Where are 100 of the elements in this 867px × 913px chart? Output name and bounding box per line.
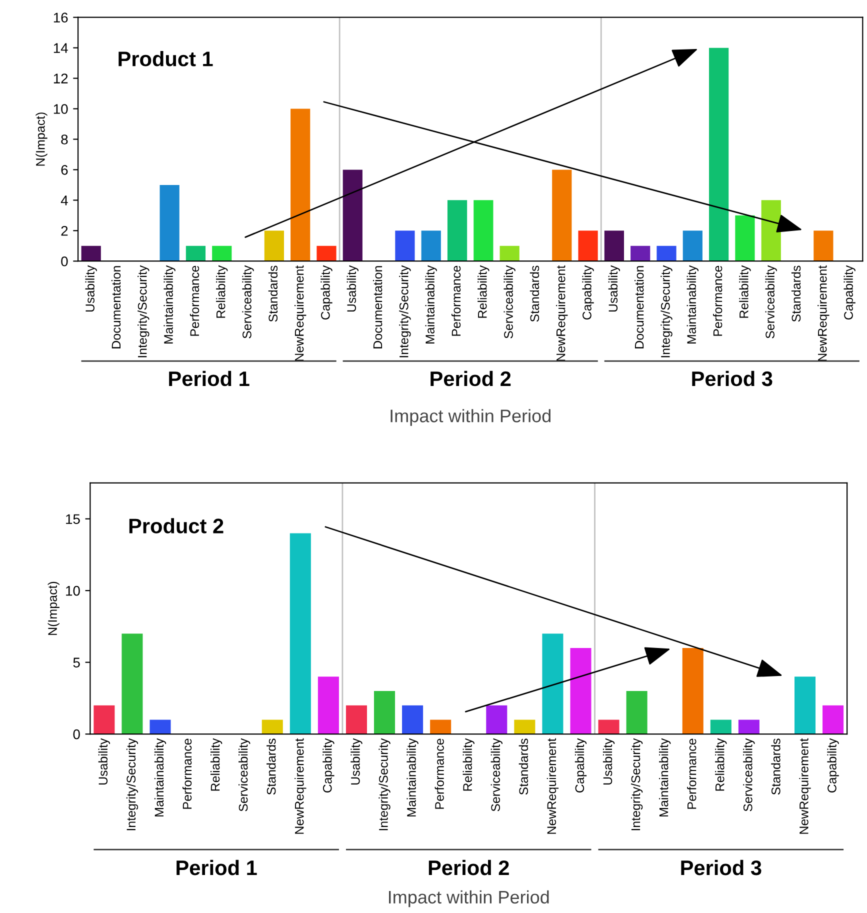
y-tick-label: 2 (61, 226, 68, 236)
bar (316, 246, 336, 262)
bar (290, 533, 311, 734)
y-tick-label: 16 (54, 12, 68, 23)
bar (656, 246, 676, 262)
bar (604, 230, 624, 262)
y-tick-label: 14 (54, 43, 68, 53)
bar (682, 648, 704, 734)
x-tick-label: Usability (602, 738, 615, 784)
bar (710, 720, 732, 734)
bar (395, 230, 415, 262)
x-tick-label: Documentation (372, 266, 382, 348)
x-tick-label: NewRequirement (294, 265, 306, 361)
x-tick-label: Integrity/Security (126, 738, 138, 830)
x-tick-label: Usability (350, 738, 362, 784)
y-axis-title: N(Impact) (48, 582, 60, 635)
y-tick-label: 0 (73, 729, 80, 740)
x-tick-label: Standards (771, 738, 780, 795)
y-tick-label: 10 (66, 586, 80, 596)
x-axis-title: Impact within Period (389, 890, 549, 908)
x-tick-label: Serviceability (765, 265, 777, 338)
x-tick-label: Maintainability (406, 738, 418, 816)
x-tick-label: Usability (608, 265, 620, 312)
x-axis-title: Impact within Period (390, 409, 550, 426)
x-tick-label: Performance (190, 266, 200, 336)
x-tick-label: NewRequirement (546, 738, 559, 834)
text: Period 2 (430, 370, 511, 386)
bar (738, 720, 760, 734)
y-tick-label: 5 (73, 658, 80, 668)
x-tick-label: Serviceability (743, 738, 755, 812)
y-tick-label: 15 (66, 514, 80, 524)
bar (346, 705, 367, 734)
y-tick-label: 4 (60, 196, 68, 206)
bar (486, 705, 508, 734)
x-tick-label: Performance (713, 266, 722, 336)
bar (122, 634, 143, 734)
x-tick-label: Integrity/Security (630, 738, 643, 830)
bar (186, 246, 206, 262)
x-tick-label: Reliability (216, 265, 228, 318)
x-tick-label: Integrity/Security (399, 265, 411, 358)
x-tick-label: Usability (346, 265, 358, 312)
annotation: Product 2 (129, 518, 224, 534)
x-tick-label: Reliability (739, 265, 751, 318)
bar (374, 691, 396, 734)
bar (814, 230, 834, 262)
bar (290, 108, 310, 262)
bar (402, 705, 424, 734)
x-tick-label: Standards (268, 266, 278, 322)
bar (81, 246, 101, 262)
bar (794, 676, 816, 734)
x-tick-label: Reliability (462, 738, 474, 791)
x-tick-label: Usability (98, 738, 110, 784)
y-tick-label: 0 (61, 256, 68, 266)
bar (262, 720, 283, 734)
x-tick-label: Capability (320, 265, 332, 320)
bar (578, 230, 598, 262)
x-tick-label: Documentation (634, 266, 644, 348)
x-tick-label: Capability (827, 738, 839, 792)
x-tick-label: Integrity/Security (138, 265, 150, 358)
text: Period 2 (428, 860, 509, 876)
x-tick-label: Serviceability (238, 738, 250, 812)
y-tick-label: 8 (61, 134, 68, 144)
x-tick-label: NewRequirement (556, 265, 568, 361)
text: Period 3 (692, 370, 772, 386)
y-tick-label: 6 (61, 165, 68, 175)
bar (421, 230, 441, 262)
bar (264, 230, 284, 262)
x-tick-label: Performance (451, 266, 461, 336)
x-tick-label: Standards (791, 266, 801, 322)
bar (94, 705, 115, 734)
bar (552, 170, 572, 262)
x-tick-label: Reliability (210, 738, 222, 791)
x-tick-label: Standards (530, 266, 540, 322)
x-tick-label: Integrity/Security (660, 265, 672, 358)
x-tick-label: Capability (582, 265, 594, 320)
x-tick-label: Reliability (715, 738, 727, 791)
text: Period 3 (681, 860, 762, 876)
x-tick-label: Documentation (111, 266, 121, 348)
bar (447, 200, 468, 262)
bar (160, 184, 180, 262)
x-tick-label: NewRequirement (294, 738, 306, 834)
bar (598, 720, 620, 734)
bar (150, 720, 171, 734)
bar (822, 705, 844, 734)
x-tick-label: Maintainability (659, 738, 671, 816)
x-tick-label: Serviceability (504, 265, 516, 338)
x-tick-label: Capability (844, 265, 856, 320)
bar (430, 720, 452, 734)
y-tick-label: 10 (54, 104, 68, 114)
x-tick-label: Integrity/Security (378, 738, 390, 830)
bar (342, 170, 362, 262)
x-tick-label: Capability (322, 738, 334, 792)
x-tick-label: Maintainability (164, 265, 176, 344)
x-tick-label: Performance (687, 738, 696, 809)
x-tick-label: Reliability (478, 265, 490, 318)
x-tick-label: NewRequirement (799, 738, 811, 834)
x-tick-label: Performance (182, 738, 192, 809)
text: Period 1 (176, 860, 257, 876)
bar (682, 230, 702, 262)
x-tick-label: Serviceability (242, 265, 254, 338)
